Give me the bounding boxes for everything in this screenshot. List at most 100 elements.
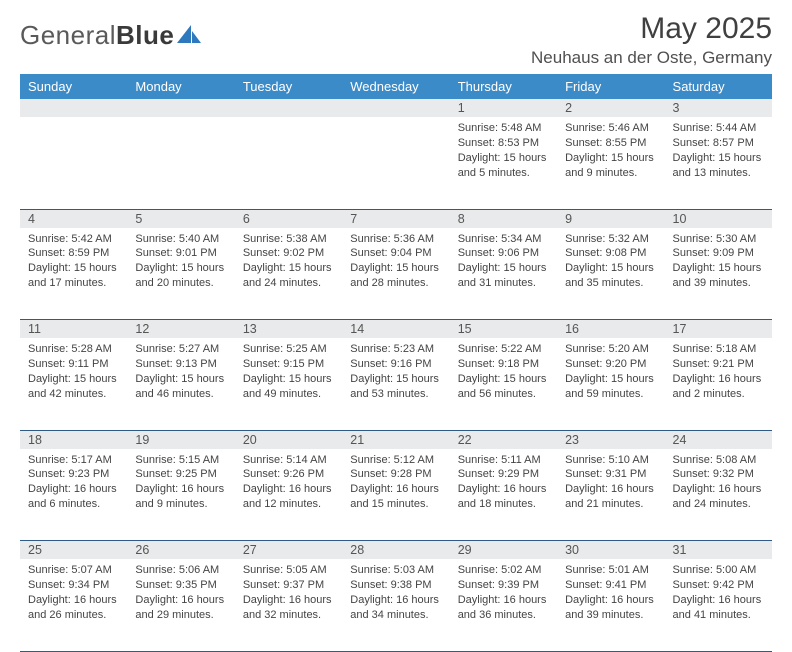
weekday-header-row: Sunday Monday Tuesday Wednesday Thursday… bbox=[20, 74, 772, 99]
daylight-line: Daylight: 15 hours and 35 minutes. bbox=[565, 261, 658, 291]
sunrise-line: Sunrise: 5:05 AM bbox=[243, 563, 336, 578]
day-number-cell: 27 bbox=[235, 541, 342, 560]
day-body-cell bbox=[342, 117, 449, 209]
sunset-line: Sunset: 9:15 PM bbox=[243, 357, 336, 372]
day-body-cell bbox=[20, 117, 127, 209]
day-number-cell: 22 bbox=[450, 430, 557, 449]
day-number-cell: 7 bbox=[342, 209, 449, 228]
day-number-cell bbox=[235, 99, 342, 117]
day-body-cell: Sunrise: 5:12 AMSunset: 9:28 PMDaylight:… bbox=[342, 449, 449, 541]
day-body-cell: Sunrise: 5:18 AMSunset: 9:21 PMDaylight:… bbox=[665, 338, 772, 430]
day-body-row: Sunrise: 5:42 AMSunset: 8:59 PMDaylight:… bbox=[20, 228, 772, 320]
daylight-line: Daylight: 15 hours and 20 minutes. bbox=[135, 261, 228, 291]
sunset-line: Sunset: 9:16 PM bbox=[350, 357, 443, 372]
sunrise-line: Sunrise: 5:07 AM bbox=[28, 563, 121, 578]
calendar-table: Sunday Monday Tuesday Wednesday Thursday… bbox=[20, 74, 772, 652]
day-number-cell: 25 bbox=[20, 541, 127, 560]
sunset-line: Sunset: 9:06 PM bbox=[458, 246, 551, 261]
day-number-cell: 5 bbox=[127, 209, 234, 228]
sunset-line: Sunset: 9:34 PM bbox=[28, 578, 121, 593]
sunset-line: Sunset: 9:25 PM bbox=[135, 467, 228, 482]
day-number-cell: 1 bbox=[450, 99, 557, 117]
daylight-line: Daylight: 15 hours and 49 minutes. bbox=[243, 372, 336, 402]
daylight-line: Daylight: 16 hours and 29 minutes. bbox=[135, 593, 228, 623]
day-body-row: Sunrise: 5:48 AMSunset: 8:53 PMDaylight:… bbox=[20, 117, 772, 209]
day-number-cell: 24 bbox=[665, 430, 772, 449]
sunset-line: Sunset: 9:20 PM bbox=[565, 357, 658, 372]
daylight-line: Daylight: 16 hours and 34 minutes. bbox=[350, 593, 443, 623]
sunset-line: Sunset: 9:32 PM bbox=[673, 467, 766, 482]
day-body-cell: Sunrise: 5:15 AMSunset: 9:25 PMDaylight:… bbox=[127, 449, 234, 541]
day-body-row: Sunrise: 5:17 AMSunset: 9:23 PMDaylight:… bbox=[20, 449, 772, 541]
sunrise-line: Sunrise: 5:34 AM bbox=[458, 232, 551, 247]
daylight-line: Daylight: 15 hours and 9 minutes. bbox=[565, 151, 658, 181]
sunset-line: Sunset: 9:42 PM bbox=[673, 578, 766, 593]
day-body-cell: Sunrise: 5:48 AMSunset: 8:53 PMDaylight:… bbox=[450, 117, 557, 209]
day-number-cell: 31 bbox=[665, 541, 772, 560]
daylight-line: Daylight: 15 hours and 53 minutes. bbox=[350, 372, 443, 402]
sunrise-line: Sunrise: 5:01 AM bbox=[565, 563, 658, 578]
daylight-line: Daylight: 15 hours and 42 minutes. bbox=[28, 372, 121, 402]
day-number-cell: 12 bbox=[127, 320, 234, 339]
day-number-cell: 21 bbox=[342, 430, 449, 449]
sunrise-line: Sunrise: 5:17 AM bbox=[28, 453, 121, 468]
weekday-header: Tuesday bbox=[235, 74, 342, 99]
sunrise-line: Sunrise: 5:15 AM bbox=[135, 453, 228, 468]
daylight-line: Daylight: 15 hours and 28 minutes. bbox=[350, 261, 443, 291]
day-body-cell: Sunrise: 5:40 AMSunset: 9:01 PMDaylight:… bbox=[127, 228, 234, 320]
header: GeneralBlue May 2025 Neuhaus an der Oste… bbox=[20, 12, 772, 68]
sunrise-line: Sunrise: 5:42 AM bbox=[28, 232, 121, 247]
day-body-cell: Sunrise: 5:30 AMSunset: 9:09 PMDaylight:… bbox=[665, 228, 772, 320]
sunset-line: Sunset: 9:39 PM bbox=[458, 578, 551, 593]
day-number-cell: 11 bbox=[20, 320, 127, 339]
daylight-line: Daylight: 15 hours and 46 minutes. bbox=[135, 372, 228, 402]
day-number-cell: 14 bbox=[342, 320, 449, 339]
weekday-header: Saturday bbox=[665, 74, 772, 99]
day-body-cell: Sunrise: 5:07 AMSunset: 9:34 PMDaylight:… bbox=[20, 559, 127, 651]
day-body-cell: Sunrise: 5:28 AMSunset: 9:11 PMDaylight:… bbox=[20, 338, 127, 430]
weekday-header: Monday bbox=[127, 74, 234, 99]
brand-sail-icon bbox=[177, 23, 203, 45]
weekday-header: Sunday bbox=[20, 74, 127, 99]
sunset-line: Sunset: 9:31 PM bbox=[565, 467, 658, 482]
sunset-line: Sunset: 9:26 PM bbox=[243, 467, 336, 482]
sunrise-line: Sunrise: 5:20 AM bbox=[565, 342, 658, 357]
day-body-cell: Sunrise: 5:27 AMSunset: 9:13 PMDaylight:… bbox=[127, 338, 234, 430]
sunset-line: Sunset: 9:38 PM bbox=[350, 578, 443, 593]
day-number-cell: 18 bbox=[20, 430, 127, 449]
day-number-cell: 9 bbox=[557, 209, 664, 228]
day-body-cell: Sunrise: 5:46 AMSunset: 8:55 PMDaylight:… bbox=[557, 117, 664, 209]
day-number-cell: 15 bbox=[450, 320, 557, 339]
day-body-cell: Sunrise: 5:44 AMSunset: 8:57 PMDaylight:… bbox=[665, 117, 772, 209]
brand-logo: GeneralBlue bbox=[20, 20, 203, 51]
daylight-line: Daylight: 15 hours and 59 minutes. bbox=[565, 372, 658, 402]
sunrise-line: Sunrise: 5:11 AM bbox=[458, 453, 551, 468]
day-number-cell: 23 bbox=[557, 430, 664, 449]
daylight-line: Daylight: 16 hours and 41 minutes. bbox=[673, 593, 766, 623]
day-body-cell bbox=[235, 117, 342, 209]
day-body-cell: Sunrise: 5:00 AMSunset: 9:42 PMDaylight:… bbox=[665, 559, 772, 651]
daylight-line: Daylight: 16 hours and 36 minutes. bbox=[458, 593, 551, 623]
sunset-line: Sunset: 9:08 PM bbox=[565, 246, 658, 261]
weekday-header: Friday bbox=[557, 74, 664, 99]
sunrise-line: Sunrise: 5:14 AM bbox=[243, 453, 336, 468]
day-number-cell bbox=[20, 99, 127, 117]
daylight-line: Daylight: 16 hours and 24 minutes. bbox=[673, 482, 766, 512]
sunrise-line: Sunrise: 5:46 AM bbox=[565, 121, 658, 136]
day-number-cell: 19 bbox=[127, 430, 234, 449]
day-body-row: Sunrise: 5:07 AMSunset: 9:34 PM Daylight:… bbox=[20, 559, 772, 651]
day-number-cell: 20 bbox=[235, 430, 342, 449]
sunrise-line: Sunrise: 5:18 AM bbox=[673, 342, 766, 357]
sunrise-line: Sunrise: 5:23 AM bbox=[350, 342, 443, 357]
brand-name-1: General bbox=[20, 20, 116, 51]
daylight-line: Daylight: 15 hours and 13 minutes. bbox=[673, 151, 766, 181]
day-number-cell: 29 bbox=[450, 541, 557, 560]
sunset-line: Sunset: 9:41 PM bbox=[565, 578, 658, 593]
sunrise-line: Sunrise: 5:40 AM bbox=[135, 232, 228, 247]
sunrise-line: Sunrise: 5:36 AM bbox=[350, 232, 443, 247]
daylight-line: Daylight: 16 hours and 21 minutes. bbox=[565, 482, 658, 512]
sunrise-line: Sunrise: 5:03 AM bbox=[350, 563, 443, 578]
day-body-cell: Sunrise: 5:22 AMSunset: 9:18 PMDaylight:… bbox=[450, 338, 557, 430]
daylight-line: Daylight: 15 hours and 56 minutes. bbox=[458, 372, 551, 402]
sunrise-line: Sunrise: 5:32 AM bbox=[565, 232, 658, 247]
